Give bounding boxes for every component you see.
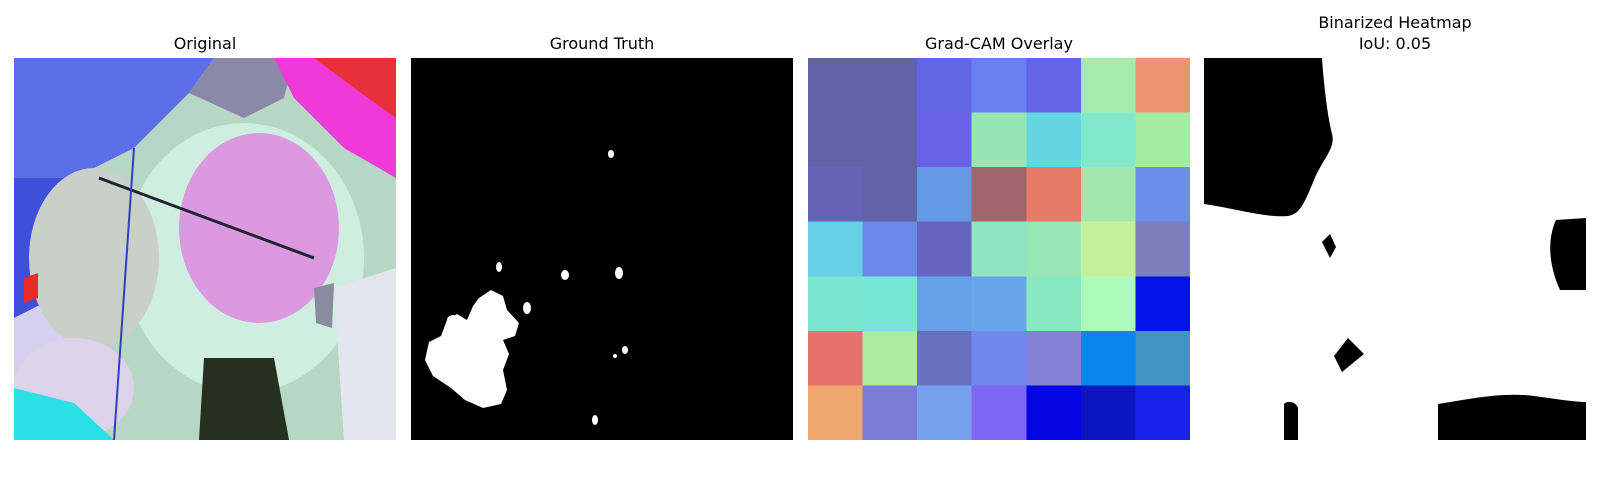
gradcam-cell [862, 276, 918, 332]
binarized-title: Binarized Heatmap [1318, 13, 1472, 32]
gradcam-cell [1135, 276, 1190, 332]
iou-label: IoU: 0.05 [1358, 34, 1432, 53]
gradcam-cell [862, 385, 918, 440]
gradcam-cell [1026, 112, 1082, 168]
gradcam-cell [808, 167, 864, 223]
gradcam-overlay-panel: Grad-CAM Overlay [808, 0, 1190, 500]
binarized-heatmap-panel: Binarized Heatmap IoU: 0.05 [1204, 0, 1586, 500]
gradcam-cell [917, 58, 973, 114]
gradcam-cell [1080, 330, 1136, 386]
gradcam-cell [1135, 167, 1190, 223]
gradcam-cell [1135, 221, 1190, 277]
gradcam-cell [917, 167, 973, 223]
gradcam-cell [971, 112, 1027, 168]
gradcam-cell [1135, 58, 1190, 114]
gradcam-cell [971, 330, 1027, 386]
gradcam-cell [1026, 221, 1082, 277]
gradcam-cell [1026, 330, 1082, 386]
gradcam-cell [862, 330, 918, 386]
ground-truth-panel: Ground Truth [411, 0, 793, 500]
original-title: Original [173, 34, 237, 53]
ground-truth-title: Ground Truth [549, 34, 655, 53]
binarized-heatmap-image [1204, 58, 1586, 440]
gradcam-cell [1080, 221, 1136, 277]
gradcam-cell [971, 167, 1027, 223]
gradcam-cell [1026, 167, 1082, 223]
gradcam-cell [1080, 58, 1136, 114]
gradcam-cell [917, 385, 973, 440]
gradcam-cell [862, 221, 918, 277]
gradcam-cell [971, 221, 1027, 277]
gradcam-cell [1026, 385, 1082, 440]
gradcam-cell [1080, 112, 1136, 168]
gradcam-cell [862, 58, 918, 114]
gradcam-cell [971, 385, 1027, 440]
gradcam-cell [917, 276, 973, 332]
gradcam-cell [1135, 385, 1190, 440]
gradcam-cell [971, 58, 1027, 114]
gradcam-cell [808, 112, 864, 168]
ground-truth-mask [411, 58, 793, 440]
gradcam-cell [1026, 276, 1082, 332]
gradcam-cell [917, 221, 973, 277]
gradcam-cell [1135, 330, 1190, 386]
gradcam-cell [862, 112, 918, 168]
original-panel: Original [14, 0, 396, 500]
gradcam-cell [808, 221, 864, 277]
gradcam-cell [917, 112, 973, 168]
gradcam-cell [862, 167, 918, 223]
gradcam-cell [808, 58, 864, 114]
gradcam-title: Grad-CAM Overlay [925, 34, 1073, 53]
original-image [14, 58, 396, 440]
gradcam-cell [1080, 385, 1136, 440]
gradcam-cell [808, 276, 864, 332]
gradcam-cell [1026, 58, 1082, 114]
gradcam-cell [1135, 112, 1190, 168]
gradcam-overlay-image [808, 58, 1190, 440]
gradcam-cell [808, 385, 864, 440]
gradcam-cell [1080, 276, 1136, 332]
gradcam-cell [1080, 167, 1136, 223]
gradcam-cell [917, 330, 973, 386]
gradcam-cell [808, 330, 864, 386]
gradcam-cell [971, 276, 1027, 332]
